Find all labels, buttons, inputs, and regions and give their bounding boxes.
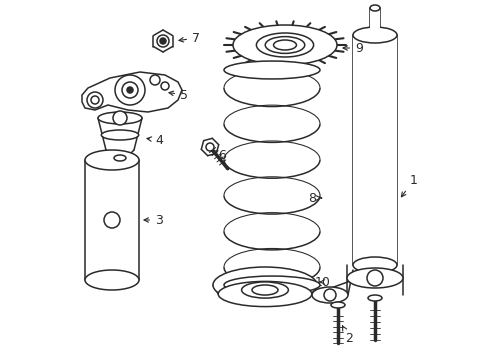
Ellipse shape — [224, 61, 319, 79]
Text: 6: 6 — [211, 149, 225, 162]
Text: 5: 5 — [169, 89, 187, 102]
Ellipse shape — [367, 295, 381, 301]
Ellipse shape — [114, 155, 126, 161]
Circle shape — [366, 270, 382, 286]
Bar — [369, 8, 379, 35]
Text: 4: 4 — [147, 134, 163, 147]
Circle shape — [150, 75, 160, 85]
Text: 7: 7 — [179, 32, 200, 45]
Circle shape — [161, 82, 169, 90]
Ellipse shape — [101, 130, 139, 140]
Ellipse shape — [241, 282, 288, 298]
Text: 9: 9 — [342, 41, 362, 54]
Ellipse shape — [98, 112, 142, 124]
Ellipse shape — [256, 33, 313, 57]
Circle shape — [87, 92, 103, 108]
Ellipse shape — [369, 5, 379, 11]
Circle shape — [157, 35, 169, 47]
Ellipse shape — [85, 270, 139, 290]
Bar — [85, 160, 139, 280]
Polygon shape — [82, 72, 182, 112]
Ellipse shape — [264, 37, 304, 53]
Ellipse shape — [352, 257, 396, 273]
Ellipse shape — [251, 285, 278, 295]
Ellipse shape — [273, 40, 296, 50]
Ellipse shape — [213, 267, 316, 303]
Ellipse shape — [85, 150, 139, 170]
Circle shape — [104, 212, 120, 228]
Ellipse shape — [311, 287, 347, 303]
Bar — [352, 35, 396, 265]
Circle shape — [160, 38, 165, 44]
Ellipse shape — [218, 282, 311, 307]
Circle shape — [324, 289, 335, 301]
Circle shape — [115, 75, 145, 105]
Ellipse shape — [346, 268, 402, 288]
Ellipse shape — [330, 302, 345, 308]
Text: 10: 10 — [314, 275, 330, 288]
Ellipse shape — [224, 276, 319, 294]
Text: 8: 8 — [307, 192, 321, 204]
Circle shape — [205, 143, 214, 151]
Ellipse shape — [352, 27, 396, 43]
Text: 2: 2 — [342, 326, 352, 345]
Text: 3: 3 — [144, 213, 163, 226]
Text: 1: 1 — [401, 174, 417, 197]
Circle shape — [113, 111, 127, 125]
Circle shape — [127, 87, 133, 93]
Ellipse shape — [232, 25, 336, 65]
